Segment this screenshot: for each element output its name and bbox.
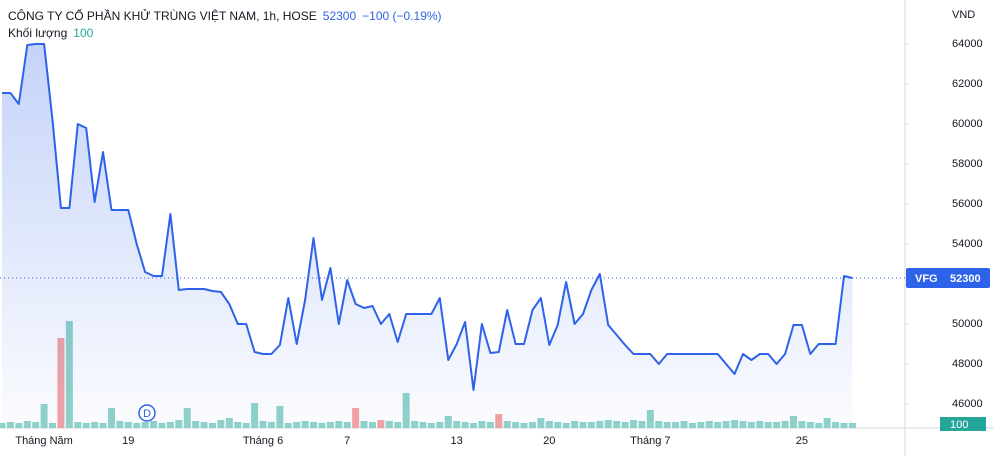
y-tick-label: 58000 [952,158,983,170]
x-tick-label: Tháng 7 [630,435,670,447]
header: CÔNG TY CỔ PHẦN KHỬ TRÙNG VIỆT NAM, 1h, … [8,8,448,42]
volume-tag [940,417,986,431]
y-tick-label: 64000 [952,38,983,50]
dividend-marker [138,404,156,422]
x-tick-label: 7 [344,435,350,447]
y-tick-label: 56000 [952,198,983,210]
volume-row: Khối lượng 100 [8,25,448,42]
last-price: 52300 [322,9,357,23]
symbol-label: VFG [915,273,938,285]
change: −100 (−0.19%) [362,9,442,23]
area [2,44,853,428]
x-tick-label: 25 [796,435,808,447]
price-tag-label: 52300 [950,273,981,285]
y-tick-label: 46000 [952,398,983,410]
x-tick-label: 20 [543,435,555,447]
y-tick-label: 62000 [952,78,983,90]
volume-tag-label: 100 [950,419,968,431]
x-tick-label: 19 [122,435,134,447]
title-row: CÔNG TY CỔ PHẦN KHỬ TRÙNG VIỆT NAM, 1h, … [8,8,448,25]
y-tick-label: 48000 [952,358,983,370]
title: CÔNG TY CỔ PHẦN KHỬ TRÙNG VIỆT NAM, 1h, … [8,9,317,23]
price-line [2,43,853,391]
x-tick-label: Tháng 6 [243,435,283,447]
volume-label: Khối lượng [8,26,68,40]
x-tick-label: Tháng Năm [15,435,72,447]
y-tick-label: 50000 [952,318,983,330]
y-tick-label: 60000 [952,118,983,130]
volume-value: 100 [73,26,94,40]
dividend-marker-label: D [143,408,151,420]
volume-bar [848,423,856,428]
price-tag [906,268,990,288]
x-tick-label: 13 [451,435,463,447]
y-tick-label: 54000 [952,238,983,250]
y-unit: VND [952,9,975,21]
